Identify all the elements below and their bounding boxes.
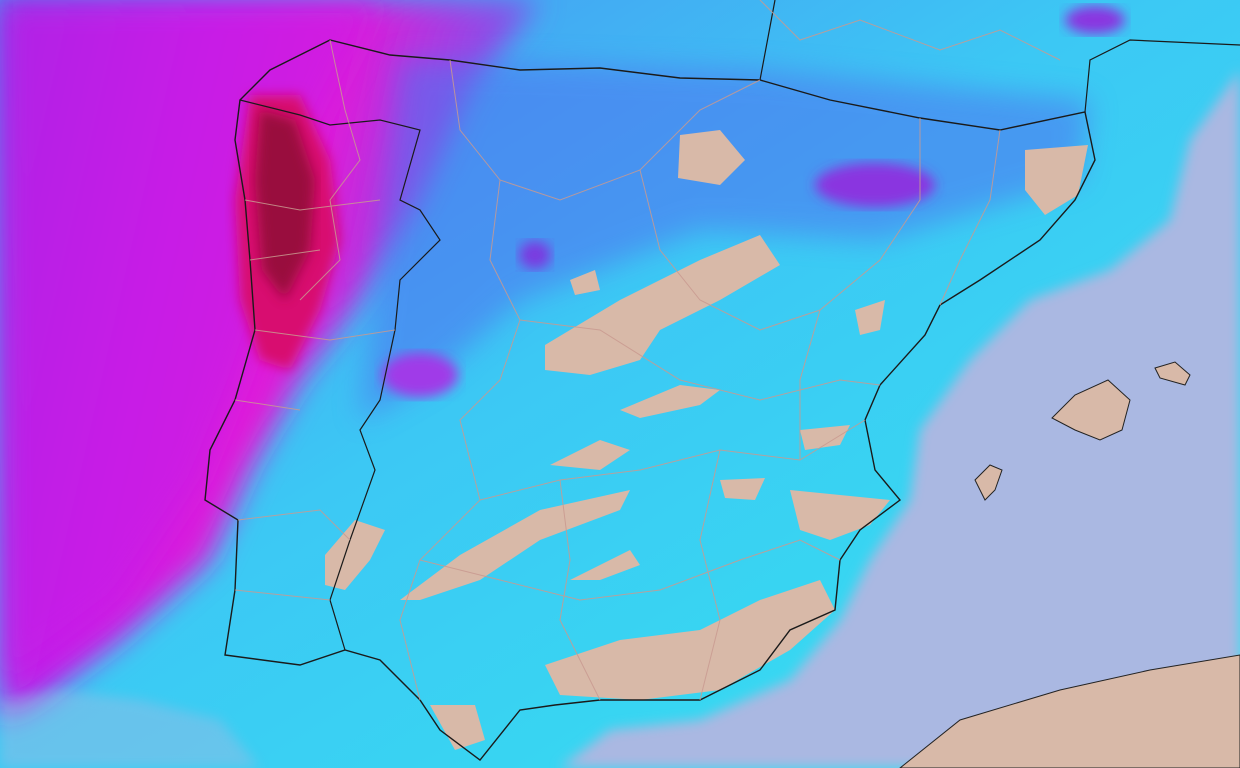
portugal-border <box>239 99 441 651</box>
sea <box>560 70 1240 768</box>
dry-areas <box>325 130 1088 750</box>
storm-cell <box>815 163 935 207</box>
storm-cell <box>1065 6 1125 34</box>
north-africa <box>899 654 1240 768</box>
sea <box>0 690 260 768</box>
france-border <box>759 0 1240 113</box>
moderate-precip <box>360 60 1090 420</box>
storm-cell <box>382 353 458 397</box>
balearic-islands <box>974 361 1191 501</box>
storm-cell <box>519 241 551 269</box>
region-borders <box>234 0 1061 701</box>
